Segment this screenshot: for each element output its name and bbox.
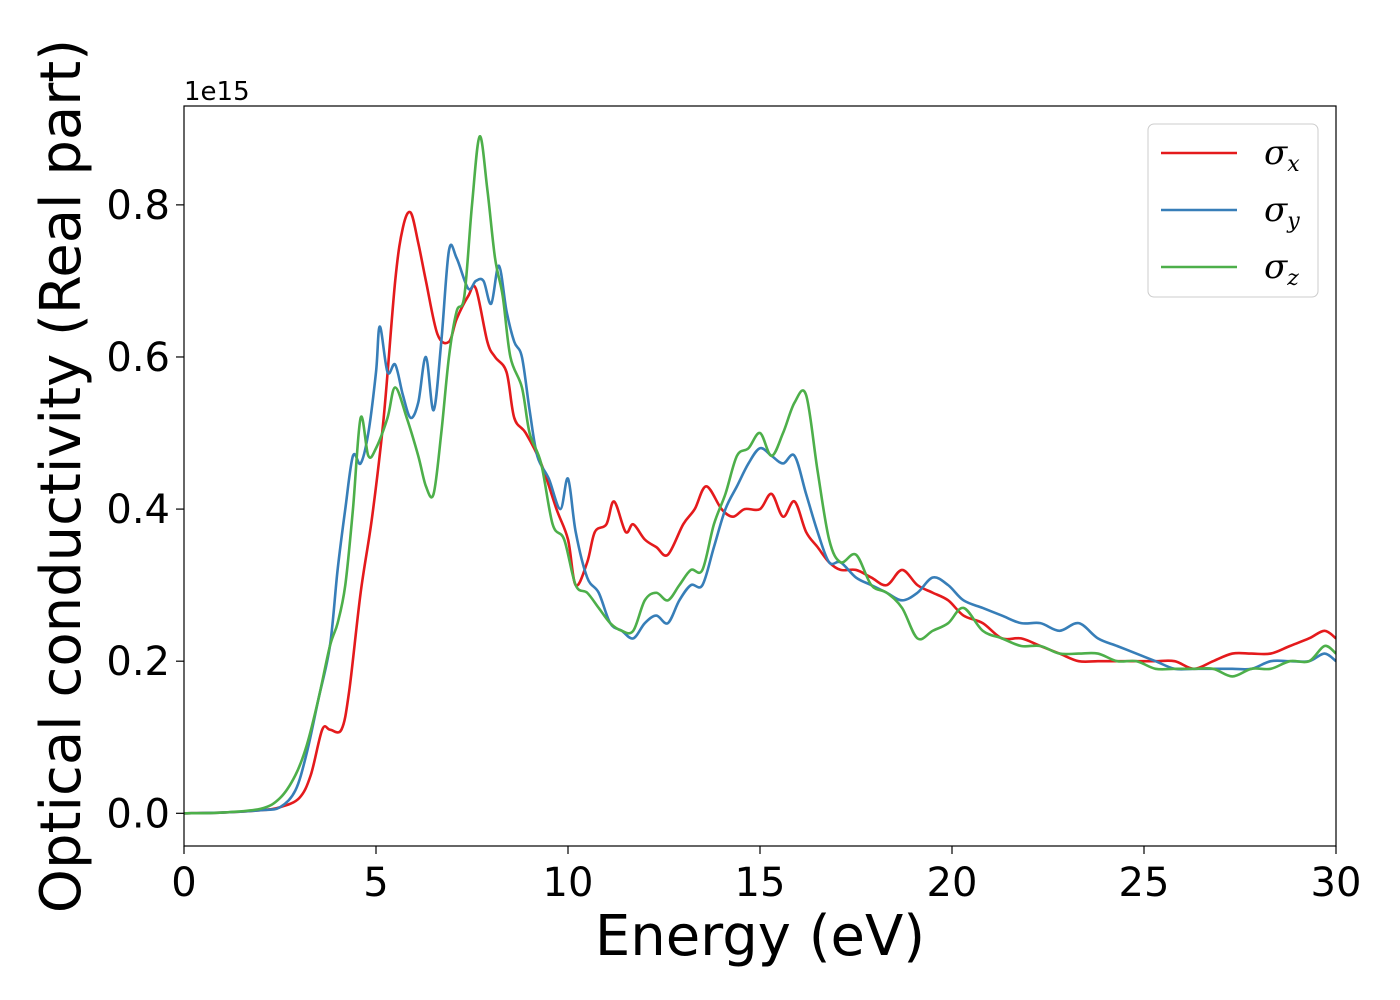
x-tick-label: 20 (927, 860, 978, 906)
y-tick-label: 0.0 (106, 791, 170, 837)
y-offset-label: 1e15 (184, 77, 250, 107)
legend: σx σy σz (1147, 123, 1319, 298)
x-tick-label: 15 (735, 860, 786, 906)
x-tick-label: 25 (1119, 860, 1170, 906)
y-tick-label: 0.2 (106, 639, 170, 685)
x-tick-label: 0 (171, 860, 196, 906)
x-axis-title: Energy (eV) (595, 904, 925, 969)
x-tick-label: 5 (363, 860, 388, 906)
x-tick-label: 10 (543, 860, 594, 906)
series-line-x (184, 210, 1336, 815)
y-tick-label: 0.4 (106, 487, 170, 533)
series-layer (184, 135, 1336, 815)
y-tick-label: 0.6 (106, 335, 170, 381)
legend-label-z: σz (1264, 247, 1299, 291)
series-line-y (184, 243, 1336, 815)
x-axis: 0 5 10 15 20 25 30 (171, 846, 1361, 906)
y-axis-title: Optical conductivity (Real part) (29, 39, 94, 913)
y-axis: 0.0 0.2 0.4 0.6 0.8 (106, 183, 184, 837)
legend-label-y: σy (1264, 190, 1300, 234)
x-tick-label: 30 (1311, 860, 1362, 906)
y-tick-label: 0.8 (106, 183, 170, 229)
series-line-z (184, 135, 1336, 815)
legend-label-x: σx (1264, 133, 1300, 177)
